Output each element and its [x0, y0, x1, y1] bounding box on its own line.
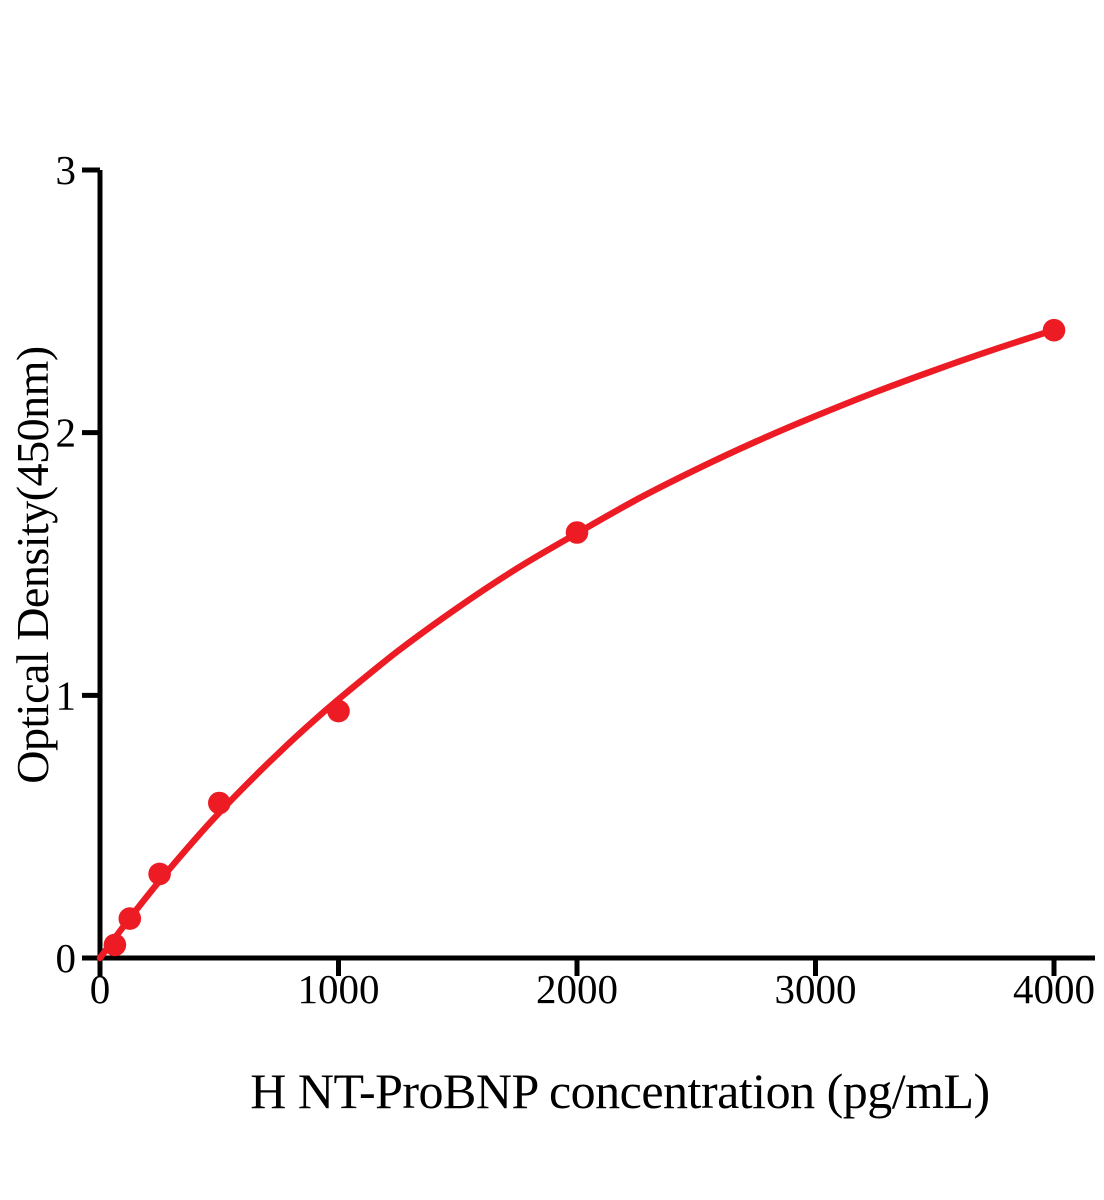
- data-point: [327, 699, 350, 723]
- y-tick-label: 1: [56, 672, 77, 718]
- data-point: [1042, 318, 1066, 342]
- fit-curve-line: [96, 326, 1058, 962]
- x-tick-label: 0: [90, 966, 111, 1012]
- data-point: [103, 933, 127, 957]
- y-axis-title: Optical Density(450nm): [7, 346, 58, 783]
- x-tick-label: 2000: [536, 966, 618, 1012]
- x-axis-title: H NT-ProBNP concentration (pg/mL): [250, 1063, 989, 1119]
- axes: [82, 167, 1095, 976]
- x-tick-label: 1000: [298, 966, 380, 1012]
- y-tick-label: 3: [56, 147, 77, 193]
- data-point: [118, 907, 142, 930]
- y-tick-label: 2: [56, 410, 77, 456]
- tick-labels: 0 1000 2000 3000 4000 0 1 2 3: [56, 147, 1096, 1012]
- x-tick-label: 3000: [775, 966, 857, 1012]
- data-point: [565, 521, 589, 544]
- data-point: [148, 862, 171, 886]
- x-tick-label: 4000: [1013, 966, 1095, 1012]
- y-tick-label: 0: [56, 935, 77, 981]
- data-point: [208, 791, 231, 815]
- series-layer: [96, 318, 1066, 962]
